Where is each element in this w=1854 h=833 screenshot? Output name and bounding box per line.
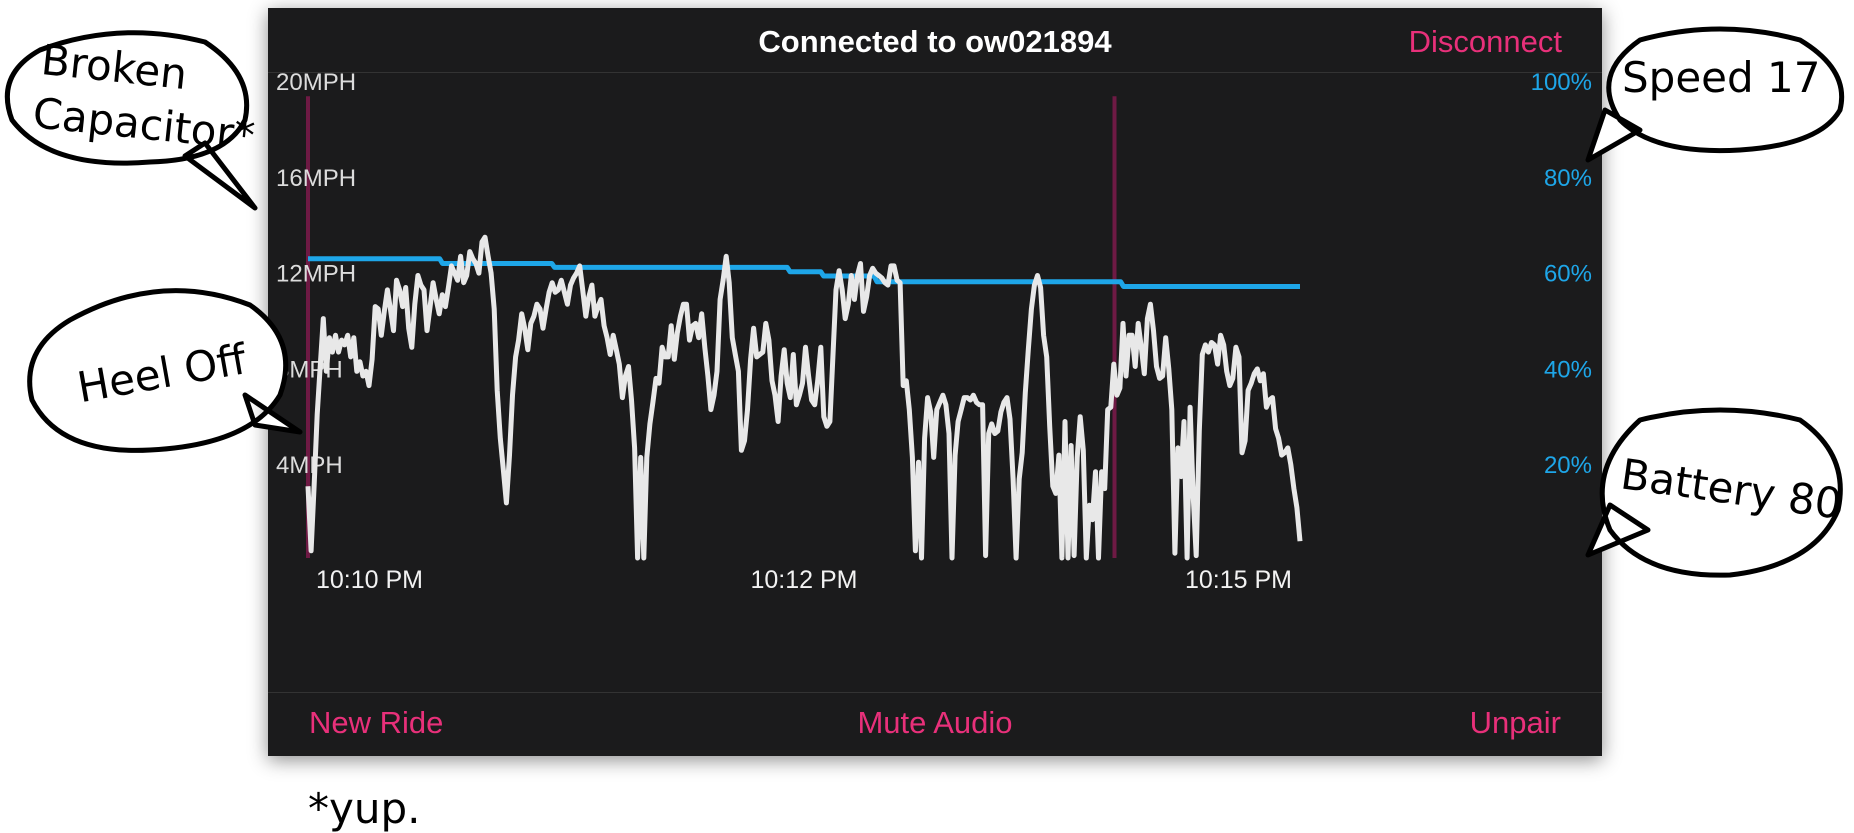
right-tick-label: 20% <box>1544 452 1592 479</box>
connection-title: Connected to ow021894 <box>758 24 1112 59</box>
heel-off-bubble: Heel Off <box>27 288 303 453</box>
right-tick-label: 80% <box>1544 165 1592 192</box>
broken-capacitor-bubble: Broken Capacitor* <box>4 30 258 211</box>
battery-bubble: Battery 80 <box>1585 407 1845 578</box>
left-tick-label: 16MPH <box>276 165 356 192</box>
new-ride-button[interactable]: New Ride <box>309 705 444 740</box>
disconnect-button[interactable]: Disconnect <box>1408 24 1562 59</box>
left-tick-label: 20MPH <box>276 72 356 96</box>
x-tick-label: 10:10 PM <box>316 566 423 594</box>
x-axis-ticks: 10:10 PM 10:12 PM 10:15 PM <box>316 566 1292 594</box>
footnote: *yup. <box>308 784 421 833</box>
right-tick-label: 100% <box>1531 72 1592 96</box>
left-tick-label: 12MPH <box>276 261 356 288</box>
speed-bubble: Speed 17 <box>1585 26 1845 163</box>
right-axis-ticks: 20% 40% 60% 80% 100% <box>1531 72 1592 479</box>
mute-audio-button[interactable]: Mute Audio <box>857 705 1013 740</box>
speed-text: Speed 17 <box>1622 53 1820 102</box>
x-tick-label: 10:15 PM <box>1185 566 1292 594</box>
x-tick-label: 10:12 PM <box>750 566 857 594</box>
right-tick-label: 60% <box>1544 261 1592 288</box>
event-markers <box>306 96 1117 558</box>
header-bar: Connected to ow021894 Disconnect <box>268 8 1602 73</box>
unpair-button[interactable]: Unpair <box>1469 705 1561 740</box>
right-tick-label: 40% <box>1544 356 1592 383</box>
footer-bar: New Ride Mute Audio Unpair <box>268 692 1602 757</box>
speed-line <box>305 234 1303 561</box>
app-panel: Connected to ow021894 Disconnect 4MPH 8MP… <box>268 8 1602 756</box>
left-tick-label: 4MPH <box>276 452 343 479</box>
